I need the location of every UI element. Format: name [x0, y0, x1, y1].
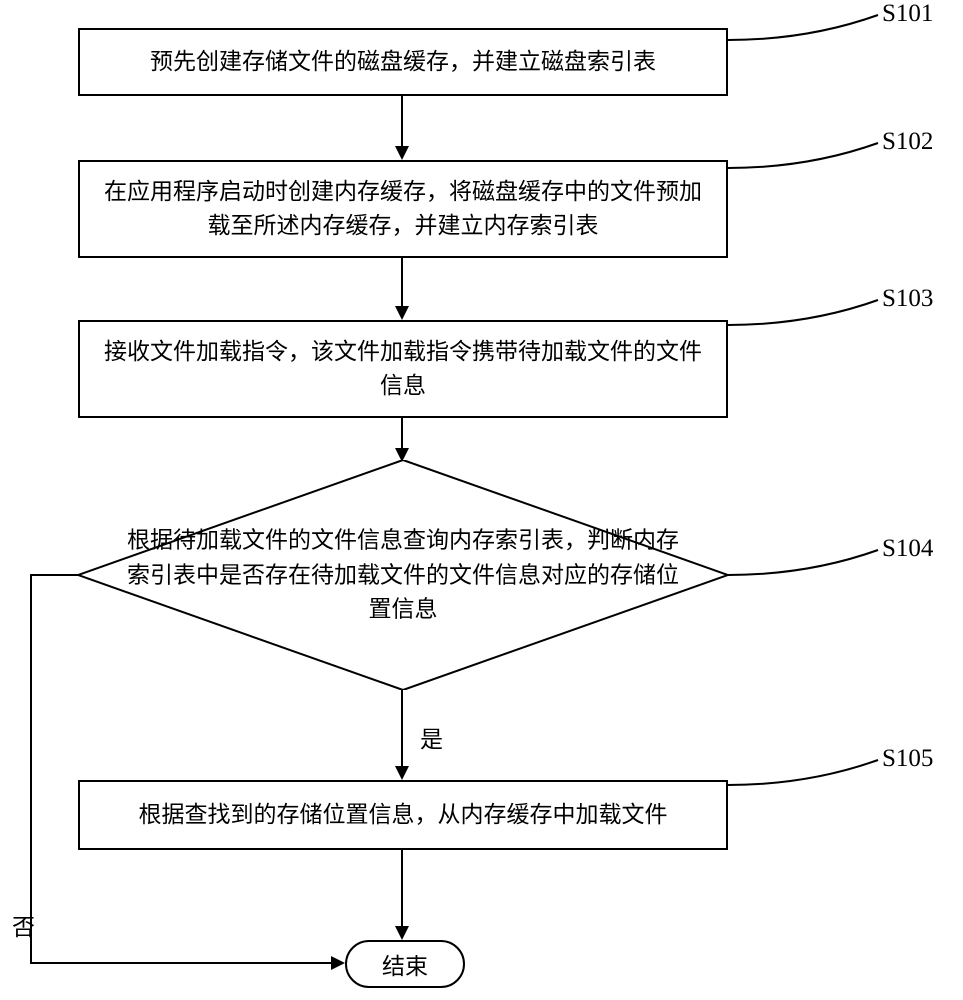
terminator-end-text: 结束	[382, 947, 428, 981]
arrow-s103-s104	[401, 418, 403, 448]
terminator-end: 结束	[345, 940, 465, 988]
connector-s104-label	[728, 545, 888, 595]
decision-s104: 根据待加载文件的文件信息查询内存索引表，判断内存索引表中是否存在待加载文件的文件…	[78, 460, 728, 690]
connector-s103-label	[728, 295, 888, 345]
arrowhead-no-end	[331, 956, 345, 970]
process-s101-text: 预先创建存储文件的磁盘缓存，并建立磁盘索引表	[150, 45, 656, 80]
process-s103: 接收文件加载指令，该文件加载指令携带待加载文件的文件信息	[78, 320, 728, 418]
connector-s102-label	[728, 138, 888, 188]
arrow-no-horizontal-bottom	[30, 962, 331, 964]
label-s101: S101	[882, 0, 933, 28]
edge-label-no: 否	[12, 908, 35, 942]
arrow-no-horizontal-top	[30, 574, 78, 576]
decision-s104-text: 根据待加载文件的文件信息查询内存索引表，判断内存索引表中是否存在待加载文件的文件…	[127, 523, 680, 627]
arrowhead-s105-end	[395, 926, 409, 940]
process-s103-text: 接收文件加载指令，该文件加载指令携带待加载文件的文件信息	[100, 335, 706, 404]
connector-s105-label	[728, 755, 888, 805]
process-s105: 根据查找到的存储位置信息，从内存缓存中加载文件	[78, 780, 728, 850]
label-s103: S103	[882, 285, 933, 313]
process-s102-text: 在应用程序启动时创建内存缓存，将磁盘缓存中的文件预加载至所述内存缓存，并建立内存…	[100, 175, 706, 244]
arrow-s102-s103	[401, 258, 403, 306]
arrow-s101-s102	[401, 96, 403, 146]
arrow-s105-end	[401, 850, 403, 926]
arrowhead-s101-s102	[395, 146, 409, 160]
label-s102: S102	[882, 128, 933, 156]
connector-s101-label	[728, 10, 888, 60]
arrowhead-s104-s105	[395, 766, 409, 780]
label-s105: S105	[882, 745, 933, 773]
edge-label-yes: 是	[420, 720, 443, 754]
arrow-s104-s105	[401, 690, 403, 766]
process-s101: 预先创建存储文件的磁盘缓存，并建立磁盘索引表	[78, 28, 728, 96]
label-s104: S104	[882, 535, 933, 563]
process-s102: 在应用程序启动时创建内存缓存，将磁盘缓存中的文件预加载至所述内存缓存，并建立内存…	[78, 160, 728, 258]
flowchart-container: 预先创建存储文件的磁盘缓存，并建立磁盘索引表 S101 在应用程序启动时创建内存…	[0, 0, 963, 1000]
arrowhead-s102-s103	[395, 306, 409, 320]
arrow-no-vertical	[30, 575, 32, 963]
process-s105-text: 根据查找到的存储位置信息，从内存缓存中加载文件	[139, 798, 668, 833]
